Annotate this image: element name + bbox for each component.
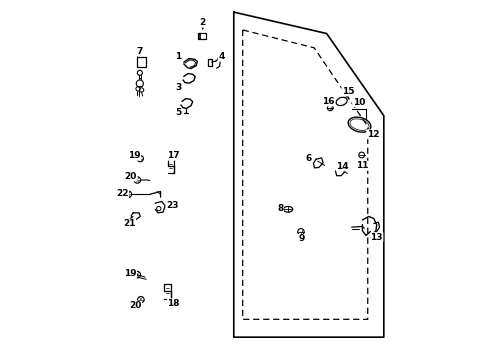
Bar [137, 57, 146, 67]
Text: 23: 23 [166, 201, 178, 210]
Text: 22: 22 [116, 189, 128, 198]
Text: 14: 14 [336, 162, 348, 171]
Text: 21: 21 [123, 219, 136, 228]
Text: 13: 13 [370, 233, 382, 242]
Text: 4: 4 [218, 52, 224, 61]
Text: 9: 9 [298, 234, 304, 243]
Text: 1: 1 [175, 52, 181, 61]
Text: 5: 5 [175, 108, 181, 117]
Text: 16: 16 [322, 97, 334, 106]
Text: 2: 2 [199, 18, 205, 27]
Text: 10: 10 [352, 98, 364, 107]
Text: 12: 12 [366, 130, 379, 139]
Text: 3: 3 [175, 83, 181, 92]
Bar [198, 33, 205, 39]
Text: 11: 11 [355, 161, 368, 170]
Text: 6: 6 [305, 154, 311, 163]
Text: 19: 19 [123, 269, 136, 278]
Text: 17: 17 [166, 151, 179, 160]
Text: 15: 15 [341, 87, 354, 96]
Text: 19: 19 [128, 151, 141, 160]
Text: 8: 8 [277, 204, 283, 213]
Text: 7: 7 [136, 47, 142, 56]
Text: 20: 20 [129, 301, 142, 310]
Text: 20: 20 [124, 172, 137, 181]
Text: 18: 18 [167, 299, 180, 308]
